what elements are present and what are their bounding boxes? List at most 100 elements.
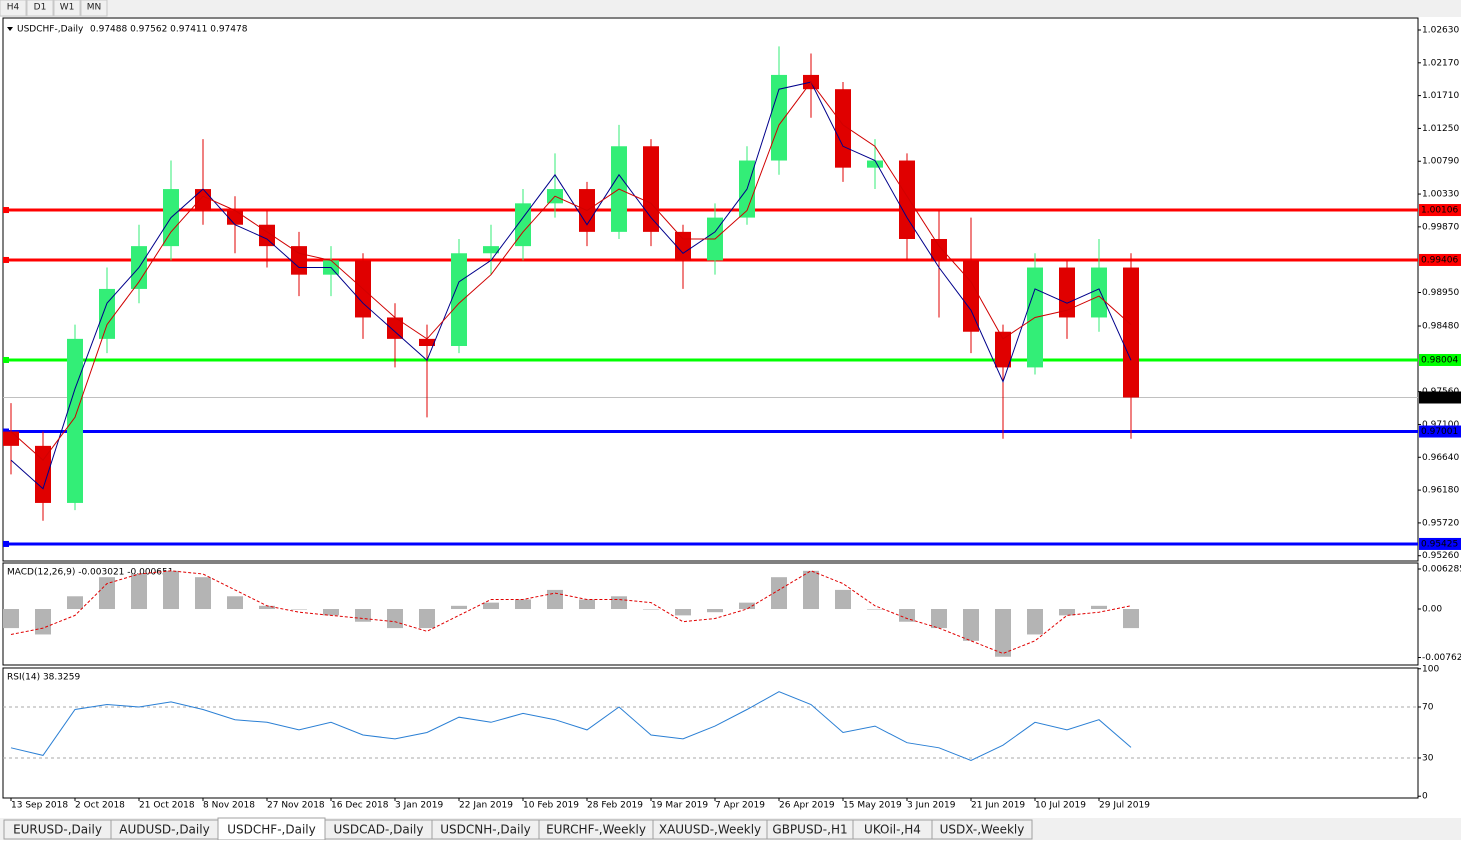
macd-bar (35, 609, 51, 635)
macd-bar (99, 577, 115, 610)
macd-bar (3, 609, 19, 629)
rsi-title: RSI(14) 38.3259 (7, 673, 80, 683)
timeframe-label[interactable]: H4 (7, 3, 20, 13)
timeframe-button[interactable] (80, 0, 108, 17)
symbol-tab-label[interactable]: EURUSD-,Daily (13, 823, 102, 837)
symbol-tab-label[interactable]: AUDUSD-,Daily (119, 823, 209, 837)
x-tick-label: 3 Jun 2019 (907, 801, 956, 811)
macd-bar (227, 596, 243, 610)
candle-body (419, 338, 435, 346)
timeframe-button[interactable] (53, 0, 81, 17)
timeframe-button[interactable] (26, 0, 54, 17)
price-panel (2, 17, 1419, 562)
macd-bar (163, 570, 179, 610)
macd-bar (643, 609, 659, 610)
timeframe-button[interactable] (0, 0, 27, 17)
candle-body (1123, 267, 1139, 398)
timeframe-label[interactable]: MN (87, 3, 102, 13)
level-label-bg (1419, 425, 1461, 438)
y-tick-label: 0.95720 (1422, 518, 1459, 528)
x-tick-label: 27 Nov 2018 (267, 801, 325, 811)
x-tick-label: 26 Apr 2019 (779, 801, 835, 811)
x-tick-label: 10 Jul 2019 (1035, 801, 1086, 811)
symbol-tab-label[interactable]: USDCAD-,Daily (334, 823, 424, 837)
level-handle[interactable] (3, 540, 9, 547)
macd-bar (483, 602, 499, 610)
x-tick-label: 29 Jul 2019 (1099, 801, 1150, 811)
title-arrow (7, 27, 13, 31)
macd-bar (739, 602, 755, 610)
candle-body (387, 317, 403, 339)
timeframe-label[interactable]: D1 (34, 3, 47, 13)
moving-average (10, 81, 1132, 461)
rsi-panel (2, 667, 1419, 799)
level-handle[interactable] (3, 256, 9, 263)
y-tick-label: 1.01250 (1422, 124, 1459, 134)
y-tick-label: -0.00762 (1422, 653, 1461, 663)
rsi-line (10, 691, 1132, 762)
symbol-tab-label[interactable]: EURCHF-,Weekly (546, 823, 646, 837)
macd-bar (259, 605, 275, 610)
candle-body (67, 338, 83, 503)
candle-body (3, 431, 19, 446)
candle-body (195, 189, 211, 211)
macd-bar (195, 577, 211, 610)
y-tick-label: 0 (1422, 792, 1428, 802)
macd-bar (67, 596, 83, 610)
candle-body (99, 288, 115, 339)
candle-body (227, 210, 243, 225)
macd-bar (355, 609, 371, 622)
candle-body (675, 231, 691, 261)
symbol-tab-label[interactable]: XAUUSD-,Weekly (659, 823, 761, 837)
level-handle[interactable] (3, 356, 9, 363)
symbol-tab-label[interactable]: UKOil-,H4 (864, 823, 921, 837)
timeframe-label[interactable]: W1 (60, 3, 75, 13)
candle-body (867, 160, 883, 168)
macd-bar (675, 609, 691, 616)
candle-body (771, 74, 787, 161)
level-label-bg (1419, 253, 1461, 266)
y-tick-label: 1.01710 (1422, 91, 1459, 101)
level-label: 1.00106 (1421, 206, 1458, 216)
candle-body (451, 253, 467, 346)
macd-bar (451, 605, 467, 610)
y-tick-label: 0.96640 (1422, 453, 1459, 463)
level-label-bg (1419, 204, 1461, 217)
candle-body (515, 203, 531, 247)
y-tick-label: 30 (1422, 753, 1434, 763)
x-tick-label: 7 Apr 2019 (715, 801, 765, 811)
quote: 0.97488 0.97562 0.97411 0.97478 (90, 25, 248, 35)
y-tick-label: 1.02170 (1422, 58, 1459, 68)
level-handle[interactable] (3, 207, 9, 214)
symbol-tab[interactable] (931, 819, 1033, 840)
level-handle[interactable] (3, 428, 9, 435)
x-tick-label: 2 Oct 2018 (75, 801, 125, 811)
macd-bar (611, 596, 627, 610)
level-label: 0.95425 (1421, 539, 1458, 549)
toolbar (0, 0, 1461, 17)
x-tick-label: 21 Oct 2018 (139, 801, 195, 811)
macd-bar (995, 609, 1011, 657)
symbol-tab-label[interactable]: GBPUSD-,H1 (772, 823, 847, 837)
macd-bar (515, 599, 531, 610)
candle-body (931, 238, 947, 261)
macd-bar (931, 609, 947, 629)
y-tick-label: 0.00 (1422, 605, 1442, 615)
x-tick-label: 13 Sep 2018 (11, 801, 68, 811)
level-label-bg (1419, 353, 1461, 366)
x-tick-label: 22 Jan 2019 (459, 801, 513, 811)
symbol-tab-label[interactable]: USDCHF-,Daily (227, 823, 315, 837)
macd-bar (131, 574, 147, 610)
macd-bar (291, 609, 307, 610)
x-tick-label: 21 Jun 2019 (971, 801, 1025, 811)
y-tick-label: 0.97100 (1422, 420, 1459, 430)
x-tick-label: 15 May 2019 (843, 801, 902, 811)
level-label: 0.99406 (1421, 255, 1458, 265)
level-label: 0.97001 (1421, 427, 1458, 437)
symbol-tab-label[interactable]: USDCNH-,Daily (440, 823, 531, 837)
y-tick-label: 1.00330 (1422, 190, 1459, 200)
y-tick-label: 1.02630 (1422, 25, 1459, 35)
symbol-tab-label[interactable]: USDX-,Weekly (940, 823, 1025, 837)
chart-title: USDCHF-,Daily (17, 25, 84, 35)
